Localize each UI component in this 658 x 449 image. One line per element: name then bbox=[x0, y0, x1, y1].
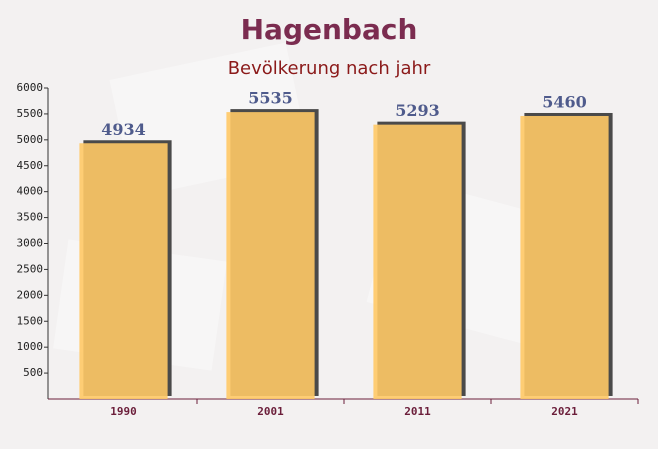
y-tick-label: 2500 bbox=[17, 262, 44, 275]
value-label: 4934 bbox=[101, 120, 146, 139]
bar bbox=[520, 115, 609, 400]
y-tick-label: 6000 bbox=[17, 81, 44, 94]
y-tick-label: 3500 bbox=[17, 211, 44, 224]
x-tick-label: 2011 bbox=[404, 405, 431, 418]
value-label: 5460 bbox=[542, 92, 587, 111]
y-tick-label: 5000 bbox=[17, 133, 44, 146]
y-tick-label: 4500 bbox=[17, 159, 44, 172]
chart-title: Hagenbach bbox=[241, 13, 418, 46]
bar bbox=[373, 124, 462, 399]
y-tick-label: 500 bbox=[23, 366, 43, 379]
bar bbox=[226, 112, 315, 399]
chart-subtitle: Bevölkerung nach jahr bbox=[228, 58, 431, 79]
x-tick-label: 2021 bbox=[551, 405, 578, 418]
y-tick-label: 2000 bbox=[17, 288, 44, 301]
y-tick-label: 1000 bbox=[17, 340, 44, 353]
value-label: 5293 bbox=[395, 101, 440, 120]
y-tick-label: 1500 bbox=[17, 314, 44, 327]
bar bbox=[79, 143, 168, 399]
y-tick-label: 3000 bbox=[17, 237, 44, 250]
x-tick-label: 2001 bbox=[257, 405, 284, 418]
x-tick-label: 1990 bbox=[110, 405, 137, 418]
value-label: 5535 bbox=[248, 89, 293, 108]
y-tick-label: 5500 bbox=[17, 107, 44, 120]
y-tick-label: 4000 bbox=[17, 185, 44, 198]
